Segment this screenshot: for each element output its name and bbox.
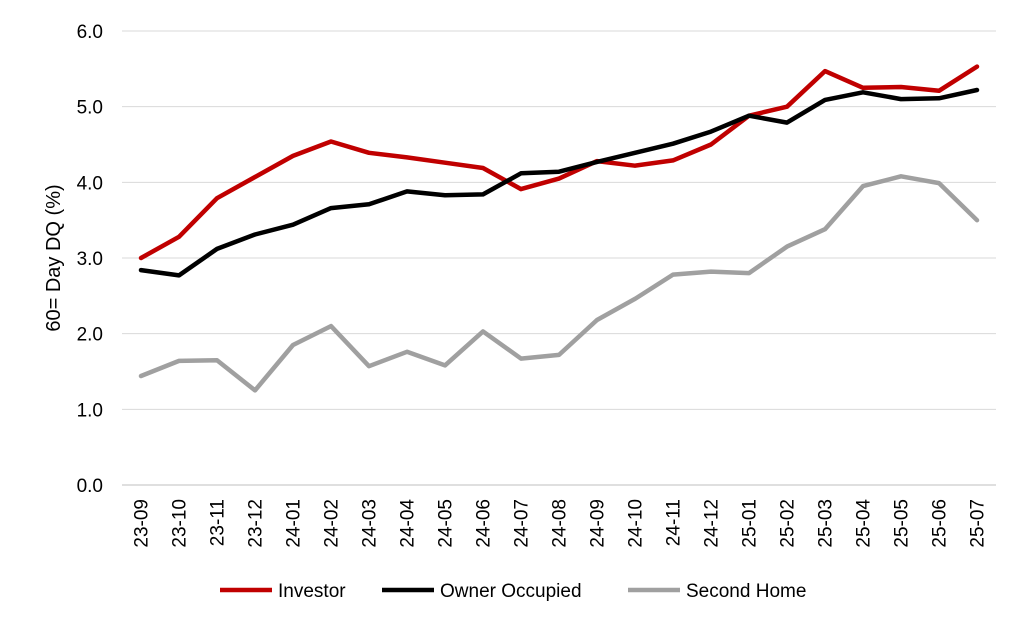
x-axis-ticks: 23-09 23-10 23-11 23-12 24-01 24-02 24-03 24-04… (122, 484, 996, 548)
y-tick-label: 3.0 (77, 249, 103, 270)
legend-label: Investor (278, 581, 346, 602)
series-line-owner-occupied (138, 87, 980, 278)
y-tick-label: 6.0 (77, 22, 103, 43)
x-tick-label: 23-10 (170, 499, 191, 548)
series-line-investor (138, 64, 980, 261)
y-tick-label: 2.0 (77, 325, 103, 346)
gridlines (122, 30, 996, 486)
x-tick-label: 23-09 (132, 499, 153, 548)
y-axis-ticks: 0.0 1.0 2.0 3.0 4.0 5.0 6.0 (77, 22, 103, 497)
x-tick-label: 25-03 (816, 499, 837, 548)
x-tick-label: 25-07 (968, 499, 989, 548)
series-lines (138, 64, 980, 393)
legend-label: Owner Occupied (440, 581, 582, 602)
x-tick-label: 24-05 (436, 499, 457, 548)
y-tick-label: 0.0 (77, 476, 103, 497)
x-tick-label: 24-12 (702, 499, 723, 548)
x-tick-label: 24-06 (474, 499, 495, 548)
y-tick-label: 1.0 (77, 400, 103, 421)
x-tick-label: 23-11 (208, 499, 229, 546)
x-tick-label: 24-09 (588, 499, 609, 548)
y-tick-label: 4.0 (77, 173, 103, 194)
x-tick-label: 25-06 (930, 499, 951, 548)
x-tick-label: 25-04 (854, 499, 875, 548)
y-axis-title: 60= Day DQ (%) (43, 184, 65, 331)
x-tick-label: 24-02 (322, 499, 343, 548)
x-tick-label: 24-01 (284, 499, 305, 548)
x-tick-label: 25-01 (740, 499, 761, 548)
x-tick-label: 25-05 (892, 499, 913, 548)
series-line-second-home (138, 174, 980, 393)
legend: Investor Owner Occupied Second Home (220, 581, 806, 602)
x-tick-label: 24-10 (626, 499, 647, 548)
x-tick-label: 24-03 (360, 499, 381, 548)
x-tick-label: 24-07 (512, 499, 533, 548)
legend-label: Second Home (686, 581, 806, 602)
x-tick-label: 24-08 (550, 499, 571, 548)
x-tick-label: 25-02 (778, 499, 799, 548)
x-tick-label: 23-12 (246, 499, 267, 548)
y-tick-label: 5.0 (77, 98, 103, 119)
x-tick-label: 24-11 (664, 499, 685, 546)
x-tick-label: 24-04 (398, 499, 419, 548)
